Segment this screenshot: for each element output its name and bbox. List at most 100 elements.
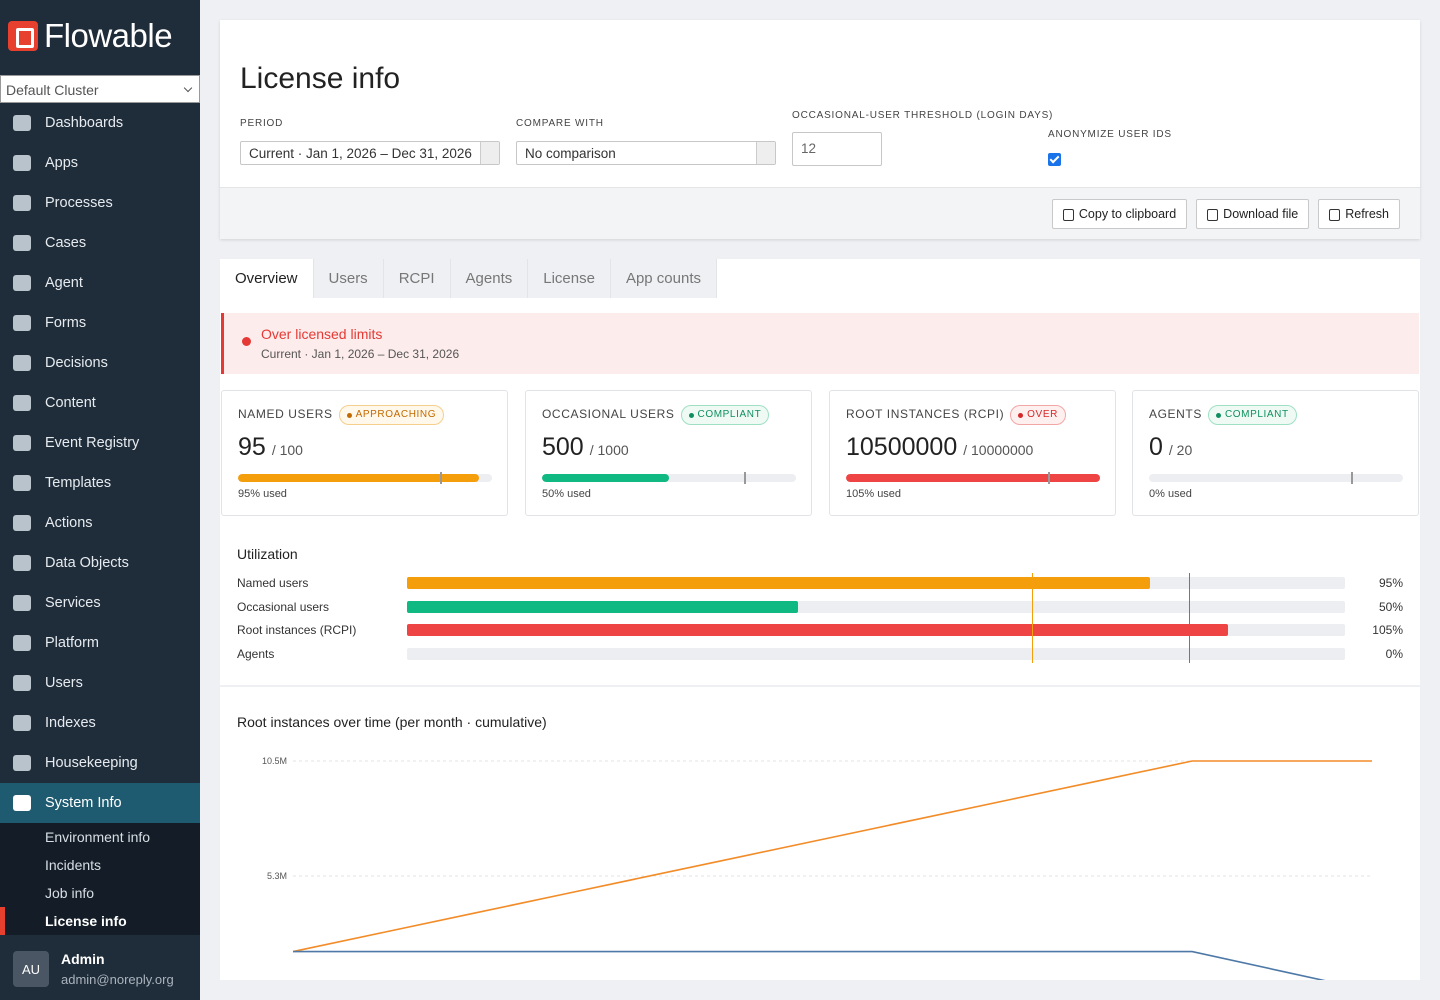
- card-label: NAMED USERS: [238, 407, 333, 421]
- sidebar: Flowable Default Cluster Dashboards Apps P…: [0, 0, 200, 1000]
- checkbox[interactable]: [1048, 153, 1061, 166]
- nav-item[interactable]: System Info: [0, 783, 200, 823]
- progress-bar: [846, 474, 1100, 482]
- nav-item[interactable]: Processes: [0, 183, 200, 223]
- nav-item[interactable]: Users: [0, 663, 200, 703]
- card-value: 10500000 / 10000000: [846, 433, 1033, 462]
- sub-nav-item[interactable]: Job info: [45, 885, 95, 901]
- limit: / 20: [1168, 442, 1193, 458]
- header-actions: Copy to clipboard Download file Refresh: [220, 187, 1420, 239]
- alert-title: Over licensed limits: [261, 326, 383, 342]
- filter-input[interactable]: Current · Jan 1, 2026 – Dec 31, 2026: [240, 141, 500, 165]
- threshold-marker: [1048, 472, 1051, 484]
- value: 500: [542, 433, 584, 461]
- stat-card: NAMED USERS APPROACHING 95 / 100 95% used: [221, 390, 508, 516]
- util-track: [407, 624, 1345, 636]
- button[interactable]: Refresh: [1318, 198, 1400, 229]
- util-track: [407, 600, 1345, 613]
- util-track: [407, 647, 1345, 660]
- value: 95: [238, 433, 266, 461]
- sub-nav-item[interactable]: License info: [0, 907, 200, 935]
- chart-title: Root instances over time (per month · cu…: [237, 714, 547, 730]
- status-badge: COMPLIANT: [1207, 405, 1297, 425]
- button[interactable]: Copy to clipboard: [1051, 198, 1188, 229]
- progress-track: [238, 474, 492, 482]
- util-label: Occasional users: [237, 599, 330, 614]
- util-track: [407, 577, 1345, 589]
- nav-item[interactable]: Templates: [0, 463, 200, 503]
- status-badge: OVER: [1010, 405, 1066, 425]
- alert: Over licensed limits Current · Jan 1, 20…: [221, 313, 1419, 374]
- stat-card: AGENTS COMPLIANT 0 / 20 0% used: [1132, 390, 1419, 516]
- util-label: Named users: [237, 576, 309, 590]
- threshold-marker: [1351, 472, 1354, 484]
- header-card: License info Copy to clipboard Download f…: [220, 20, 1420, 239]
- sub-nav: Environment info Incidents Job info License…: [0, 823, 200, 935]
- nav-item[interactable]: Housekeeping: [0, 743, 200, 783]
- logo[interactable]: Flowable: [8, 17, 173, 54]
- line-series: [292, 760, 1372, 953]
- util-bar: [407, 600, 798, 613]
- utilization-title: Utilization: [237, 546, 298, 562]
- filter-label: COMPARE WITH: [516, 118, 604, 129]
- tab[interactable]: Users: [313, 259, 384, 298]
- util-value: 50%: [1378, 599, 1403, 614]
- nav-item[interactable]: Actions: [0, 503, 200, 543]
- user-info[interactable]: AU Admin admin@noreply.org: [0, 940, 200, 1000]
- nav-item[interactable]: Platform: [0, 623, 200, 663]
- nav: Dashboards Apps Processes Cases Agent Forms De…: [0, 103, 200, 935]
- used-label: 95% used: [238, 488, 287, 500]
- filter-input[interactable]: No comparison: [516, 141, 776, 165]
- nav-item[interactable]: Cases: [0, 223, 200, 263]
- filter-label: ANONYMIZE USER IDS: [1048, 129, 1172, 140]
- tab[interactable]: Overview: [220, 259, 314, 298]
- filter-label: OCCASIONAL-USER THRESHOLD (LOGIN DAYS): [792, 110, 1054, 121]
- stat-card: OCCASIONAL USERS COMPLIANT 500 / 1000 50% us…: [525, 390, 812, 516]
- util-label: Root instances (RCPI): [237, 623, 357, 637]
- nav-item[interactable]: Services: [0, 583, 200, 623]
- nav-item[interactable]: Apps: [0, 143, 200, 183]
- progress-track: [542, 474, 796, 482]
- card-value: 500 / 1000: [542, 433, 629, 462]
- user-email: admin@noreply.org: [61, 972, 174, 987]
- filter-input[interactable]: 12: [792, 132, 882, 166]
- tab[interactable]: App counts: [610, 259, 717, 298]
- line-series: [293, 950, 1326, 980]
- value: 0: [1149, 433, 1163, 461]
- tabs: Overview Users RCPI Agents License App counts: [220, 259, 717, 298]
- sub-nav-item[interactable]: Environment info: [45, 829, 151, 845]
- user-name: Admin: [61, 951, 105, 967]
- cluster-select[interactable]: Default Cluster: [0, 75, 200, 103]
- util-label: Agents: [237, 646, 275, 661]
- used-label: 105% used: [846, 488, 902, 500]
- limit: / 10000000: [963, 442, 1034, 458]
- tab[interactable]: RCPI: [383, 259, 451, 298]
- alert-subtitle: Current · Jan 1, 2026 – Dec 31, 2026: [261, 347, 460, 361]
- tab[interactable]: Agents: [450, 259, 529, 298]
- avatar: AU: [13, 951, 49, 987]
- nav-item[interactable]: Decisions: [0, 343, 200, 383]
- card-label: ROOT INSTANCES (RCPI): [846, 407, 1005, 421]
- sub-nav-item[interactable]: Incidents: [45, 857, 102, 873]
- page-title: License info: [240, 62, 401, 95]
- progress-bar: [542, 474, 669, 482]
- progress-track: [846, 474, 1100, 482]
- tab[interactable]: License: [528, 259, 611, 298]
- nav-item[interactable]: Data Objects: [0, 543, 200, 583]
- button[interactable]: Download file: [1196, 198, 1310, 229]
- threshold-marker: [440, 472, 443, 484]
- util-value: 0%: [1385, 646, 1403, 661]
- nav-item[interactable]: Indexes: [0, 703, 200, 743]
- nav-item[interactable]: Event Registry: [0, 423, 200, 463]
- value: 10500000: [846, 433, 958, 461]
- nav-item[interactable]: Dashboards: [0, 103, 200, 143]
- nav-item[interactable]: Agent: [0, 263, 200, 303]
- chart-card: Root instances over time (per month · cu…: [220, 687, 1420, 980]
- nav-item[interactable]: Content: [0, 383, 200, 423]
- util-value: 105%: [1372, 623, 1403, 637]
- progress-bar: [238, 474, 480, 482]
- limit: / 100: [271, 442, 303, 458]
- used-label: 50% used: [542, 488, 591, 500]
- nav-item[interactable]: Forms: [0, 303, 200, 343]
